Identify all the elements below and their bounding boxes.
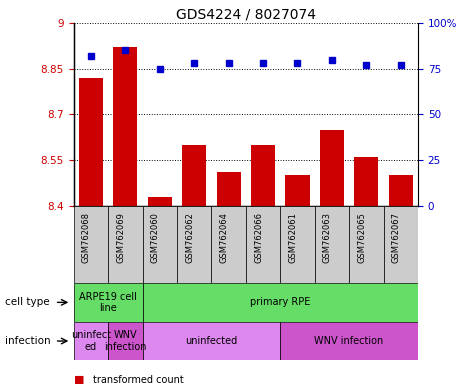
Bar: [108, 206, 142, 283]
Bar: [113, 47, 137, 206]
Bar: [314, 206, 349, 283]
Text: ■: ■: [74, 374, 84, 384]
Bar: [217, 172, 241, 206]
Text: uninfected: uninfected: [185, 336, 238, 346]
Bar: [211, 206, 246, 283]
Bar: [389, 175, 413, 206]
Text: GSM762062: GSM762062: [185, 212, 194, 263]
Text: transformed count: transformed count: [93, 374, 183, 384]
Text: GSM762061: GSM762061: [288, 212, 297, 263]
Bar: [142, 206, 177, 283]
Bar: [108, 322, 142, 360]
Bar: [246, 206, 280, 283]
Text: WNV infection: WNV infection: [314, 336, 384, 346]
Text: GSM762067: GSM762067: [392, 212, 401, 263]
Bar: [354, 157, 379, 206]
Text: uninfect
ed: uninfect ed: [71, 330, 111, 352]
Text: WNV
infection: WNV infection: [104, 330, 146, 352]
Bar: [177, 206, 211, 283]
Text: GSM762064: GSM762064: [219, 212, 228, 263]
Bar: [79, 78, 103, 206]
Text: GSM762065: GSM762065: [357, 212, 366, 263]
Bar: [74, 206, 108, 283]
Bar: [142, 322, 280, 360]
Bar: [142, 283, 418, 322]
Bar: [148, 197, 172, 206]
Text: GSM762068: GSM762068: [82, 212, 91, 263]
Text: GSM762060: GSM762060: [151, 212, 160, 263]
Text: ARPE19 cell
line: ARPE19 cell line: [79, 291, 137, 313]
Bar: [280, 206, 314, 283]
Bar: [74, 322, 108, 360]
Bar: [349, 206, 384, 283]
Bar: [280, 322, 418, 360]
Bar: [182, 145, 206, 206]
Text: primary RPE: primary RPE: [250, 297, 311, 307]
Text: GSM762069: GSM762069: [116, 212, 125, 263]
Bar: [74, 283, 142, 322]
Text: GSM762066: GSM762066: [254, 212, 263, 263]
Title: GDS4224 / 8027074: GDS4224 / 8027074: [176, 8, 316, 22]
Bar: [251, 145, 275, 206]
Text: cell type: cell type: [5, 297, 49, 307]
Bar: [384, 206, 418, 283]
Text: GSM762063: GSM762063: [323, 212, 332, 263]
Text: infection: infection: [5, 336, 50, 346]
Bar: [320, 130, 344, 206]
Bar: [285, 175, 310, 206]
